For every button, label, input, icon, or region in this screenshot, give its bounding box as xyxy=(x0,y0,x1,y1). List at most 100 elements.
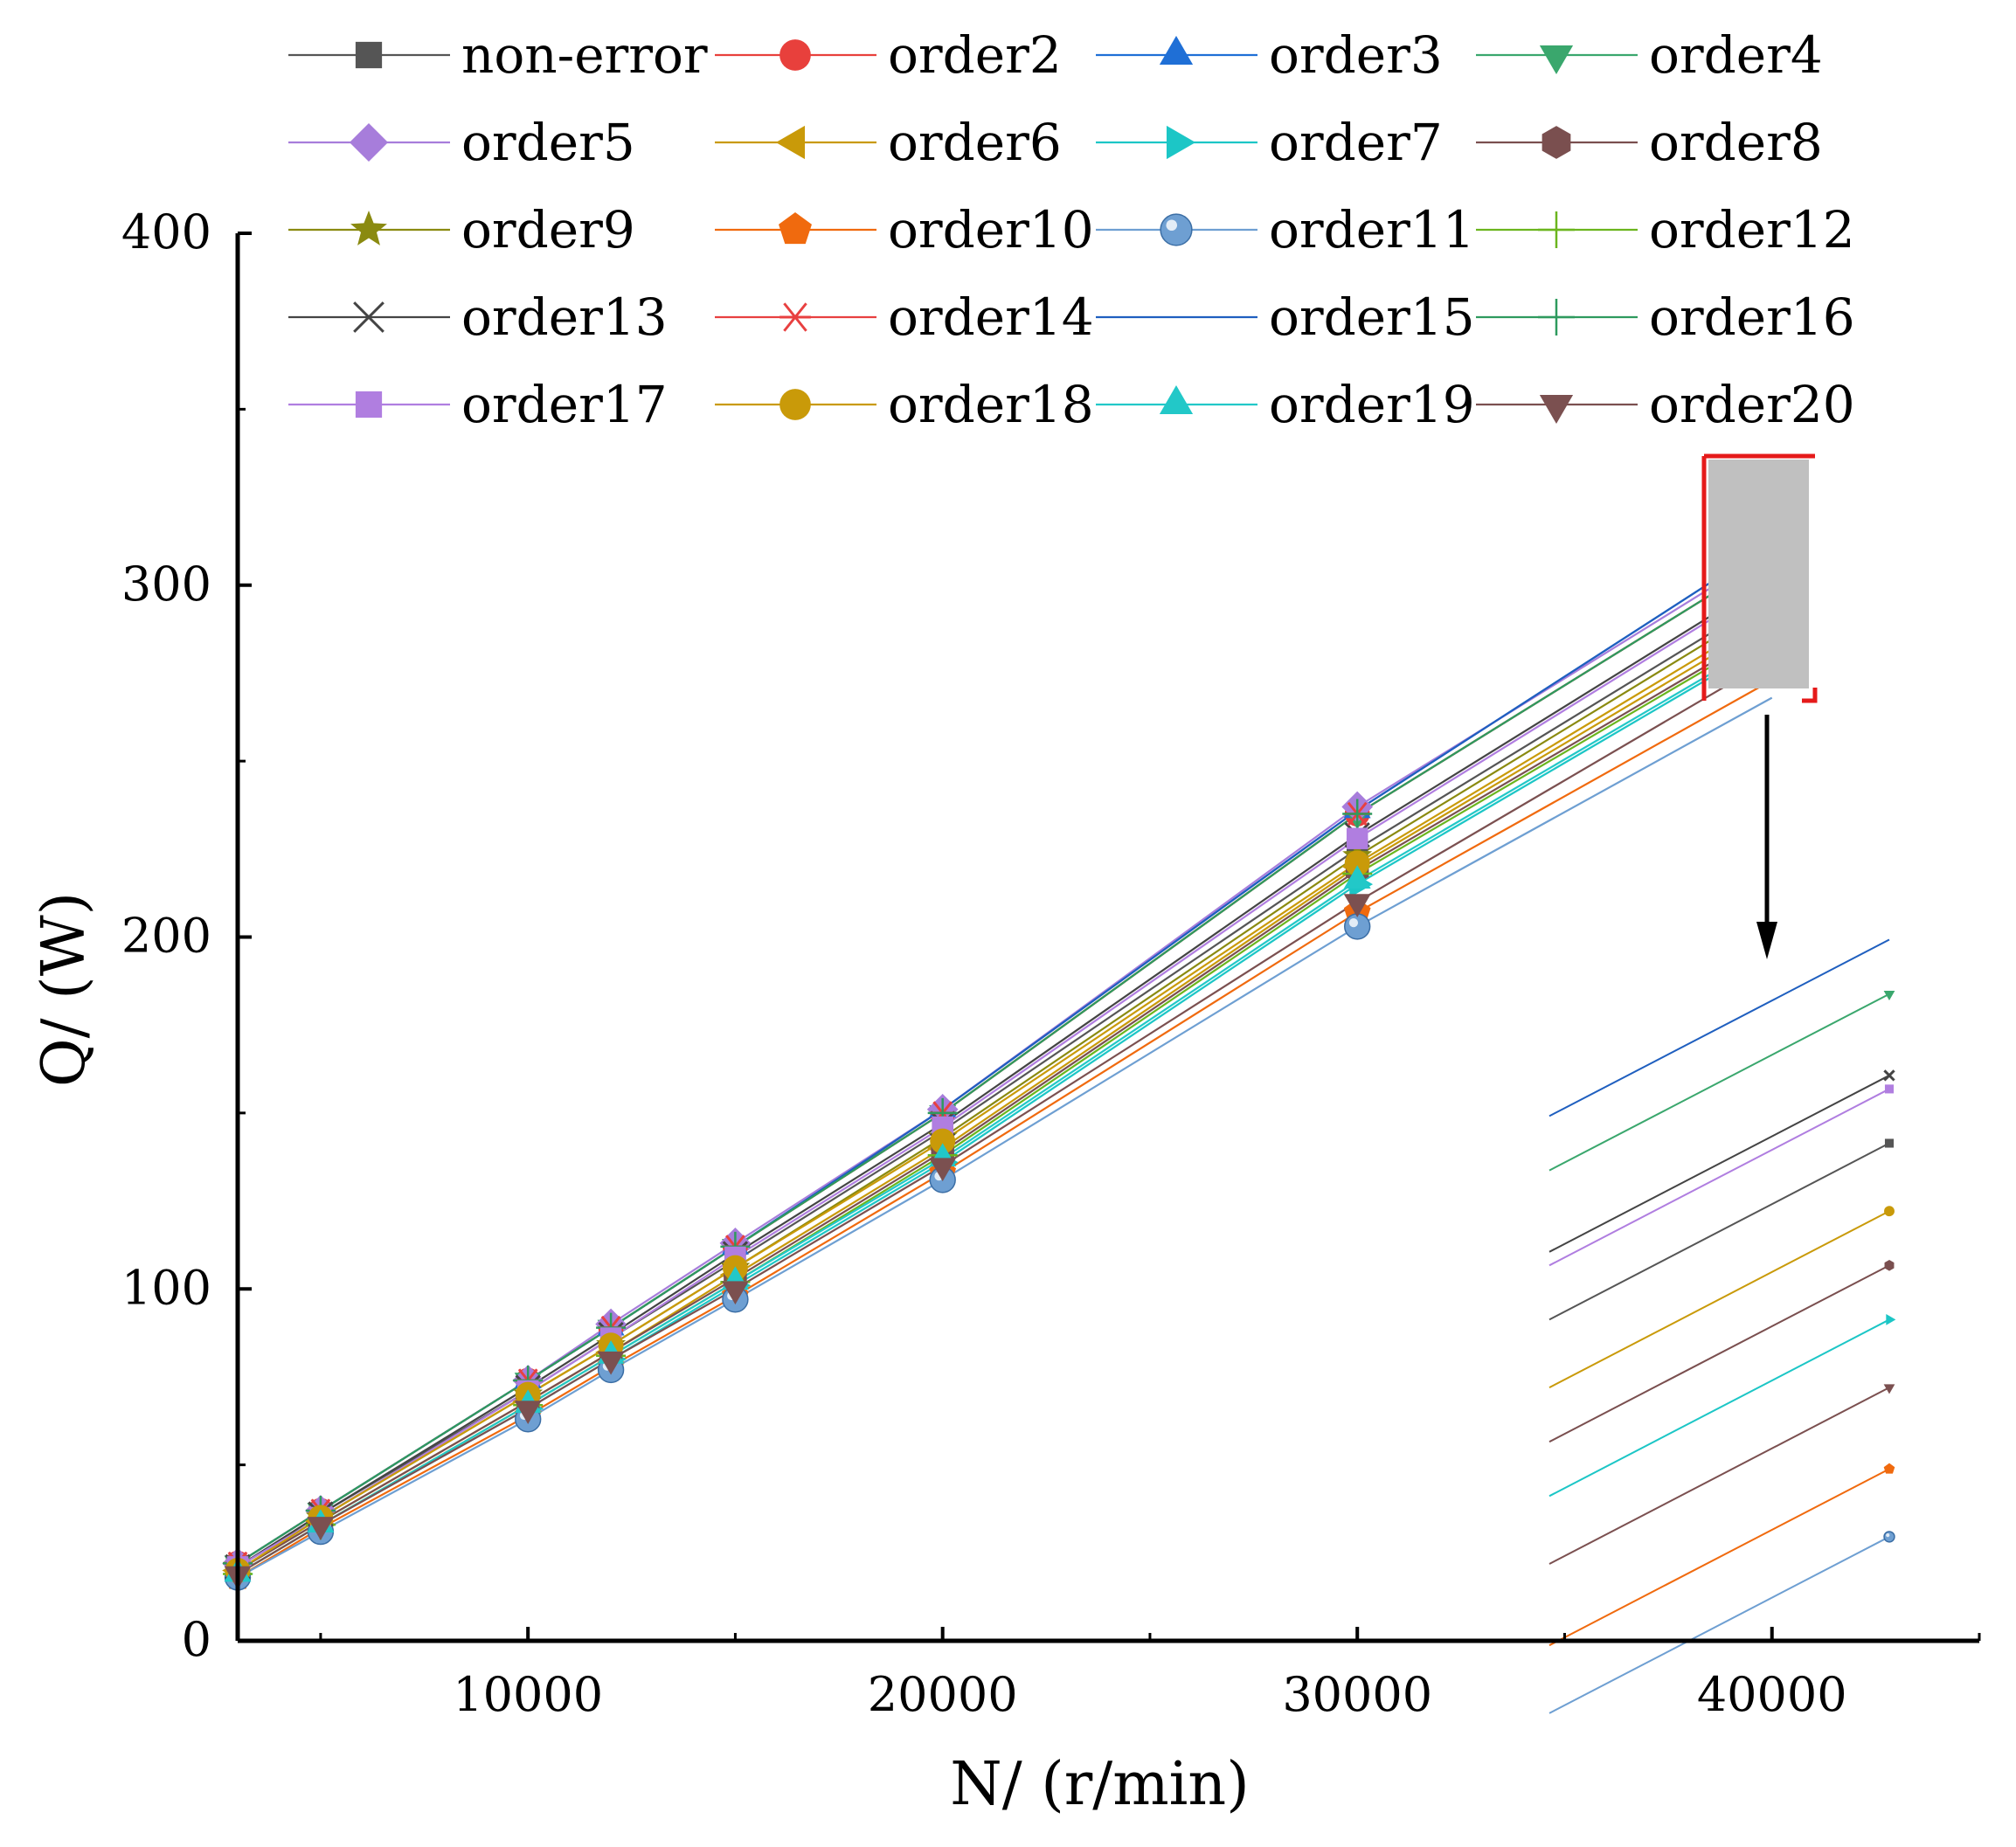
legend-label: order7 xyxy=(1269,113,1443,172)
legend-marker-order10 xyxy=(779,212,812,245)
inset-line-order11 xyxy=(1548,1536,1890,1714)
legend-item-order8[interactable]: order8 xyxy=(1476,113,1823,172)
legend-label: order9 xyxy=(461,200,635,259)
legend-item-order4[interactable]: order4 xyxy=(1476,25,1823,85)
legend-item-non-error[interactable]: non-error xyxy=(288,25,708,85)
legend-item-order9[interactable]: order9 xyxy=(288,200,635,259)
legend-swatch-marker xyxy=(1538,299,1575,336)
legend-item-order13[interactable]: order13 xyxy=(288,287,668,347)
legend-item-order19[interactable]: order19 xyxy=(1096,375,1475,434)
data-point-order11 xyxy=(1343,913,1371,940)
inset-marker-order7 xyxy=(1886,1314,1896,1325)
legend-item-order20[interactable]: order20 xyxy=(1476,375,1855,434)
y-tick-label: 400 xyxy=(121,204,211,259)
inset-line-order15 xyxy=(1548,938,1890,1117)
legend-swatch-marker xyxy=(355,391,383,419)
inset-line-order7 xyxy=(1548,1318,1890,1498)
legend-marker-order11-highlight xyxy=(1166,219,1178,232)
inset-marker-non-error xyxy=(1884,1138,1895,1148)
inset-marker-order10 xyxy=(1883,1463,1895,1474)
legend-swatch-marker xyxy=(779,39,811,71)
inset-line-order18 xyxy=(1548,1210,1890,1388)
legend-item-order3[interactable]: order3 xyxy=(1096,25,1443,85)
legend-label: order13 xyxy=(461,287,668,347)
legend: non-error order2 order3 order4 order5 order6 o… xyxy=(288,25,1855,434)
legend-label: order5 xyxy=(461,113,635,172)
legend-swatch-marker xyxy=(779,389,811,420)
marker-order17 xyxy=(1346,827,1368,849)
legend-marker-order11 xyxy=(1160,213,1193,246)
legend-swatch-marker xyxy=(779,302,811,332)
inset-point-order11 xyxy=(1883,1531,1895,1543)
legend-marker-order14 xyxy=(779,302,811,332)
legend-swatch-marker xyxy=(1159,384,1194,415)
legend-item-order12[interactable]: order12 xyxy=(1476,200,1855,259)
series-line-order3 xyxy=(237,542,1773,1565)
legend-marker-order6 xyxy=(775,125,806,160)
legend-marker-order8 xyxy=(1541,126,1571,159)
x-tick-label: 40000 xyxy=(1697,1667,1847,1722)
legend-swatch-marker xyxy=(1539,394,1574,425)
legend-item-order18[interactable]: order18 xyxy=(715,375,1094,434)
legend-label: order4 xyxy=(1649,25,1823,85)
series-line-order15 xyxy=(237,542,1773,1565)
series-line-order13 xyxy=(237,577,1773,1568)
data-point-order20 xyxy=(307,1517,335,1540)
legend-item-order2[interactable]: order2 xyxy=(715,25,1062,85)
series-line-order11 xyxy=(237,696,1773,1579)
inset-marker-order17 xyxy=(1884,1084,1895,1094)
legend-swatch-marker xyxy=(1541,126,1571,159)
legend-label: order20 xyxy=(1649,375,1855,434)
legend-item-order17[interactable]: order17 xyxy=(288,375,668,434)
legend-item-order11[interactable]: order11 xyxy=(1096,200,1475,259)
legend-marker-order5 xyxy=(349,122,389,163)
inset-marker-order8 xyxy=(1884,1260,1895,1271)
inset-point-order20 xyxy=(1883,1384,1895,1394)
inset-marker-order13 xyxy=(1883,1069,1895,1082)
x-tick-label: 20000 xyxy=(868,1667,1018,1722)
series-line-order2 xyxy=(237,556,1773,1565)
series-line-order8 xyxy=(237,626,1773,1572)
legend-item-order16[interactable]: order16 xyxy=(1476,287,1855,347)
legend-swatch-marker xyxy=(1166,125,1196,160)
inset-line-order10 xyxy=(1548,1468,1890,1647)
marker-order20 xyxy=(721,1281,749,1305)
legend-label: order18 xyxy=(888,375,1094,434)
data-point-order18 xyxy=(930,1128,956,1154)
marker-order20 xyxy=(597,1351,625,1375)
legend-marker-order20 xyxy=(1539,394,1574,425)
inset-marker-order18 xyxy=(1884,1206,1895,1217)
legend-marker-order12 xyxy=(1538,211,1575,248)
legend-item-order15[interactable]: order15 xyxy=(1096,287,1475,347)
marker-order20 xyxy=(514,1401,542,1425)
marker-order11-highlight xyxy=(1348,918,1359,928)
legend-item-order14[interactable]: order14 xyxy=(715,287,1094,347)
legend-swatch-marker xyxy=(1539,45,1574,75)
axes: 0 100 200 300 400 10000 20000 30000 40000 N/ (r/m… xyxy=(30,204,1981,1819)
legend-label: order12 xyxy=(1649,200,1855,259)
legend-marker-order19 xyxy=(1159,384,1194,415)
inset-line-non-error xyxy=(1548,1142,1890,1321)
marker-order19 xyxy=(1343,865,1371,889)
legend-marker-order2 xyxy=(779,39,811,71)
legend-item-order7[interactable]: order7 xyxy=(1096,113,1443,172)
legend-item-order6[interactable]: order6 xyxy=(715,113,1062,172)
legend-label: order6 xyxy=(888,113,1062,172)
legend-swatch-marker xyxy=(1160,213,1193,246)
legend-item-order5[interactable]: order5 xyxy=(288,113,635,172)
legend-marker-order13 xyxy=(353,301,384,333)
data-point-order20 xyxy=(1343,894,1371,918)
y-tick-label: 300 xyxy=(121,557,211,612)
inset-point-order13 xyxy=(1883,1069,1895,1082)
legend-marker-order16 xyxy=(1538,299,1575,336)
marker-order18 xyxy=(1344,850,1370,876)
legend-item-order10[interactable]: order10 xyxy=(715,200,1094,259)
legend-swatch-marker xyxy=(355,41,383,69)
y-tick-label: 200 xyxy=(121,909,211,964)
series-line-order20 xyxy=(237,658,1773,1575)
series-lines xyxy=(237,542,1773,1579)
inset-point-order8 xyxy=(1884,1260,1895,1271)
data-point-order20 xyxy=(514,1401,542,1425)
series-line-order7 xyxy=(237,640,1773,1575)
